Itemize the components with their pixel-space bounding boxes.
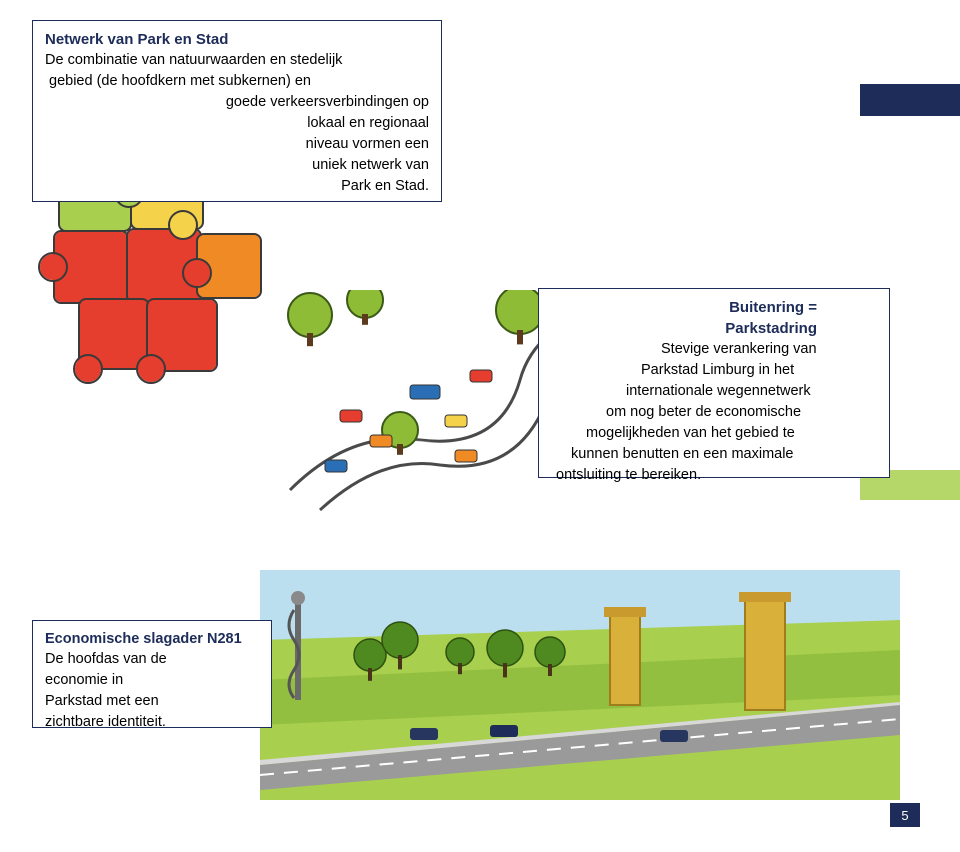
box2-line: ontsluiting te bereiken. — [551, 465, 877, 486]
page: Netwerk van Park en Stad De combinatie v… — [0, 0, 960, 852]
box2-line: om nog beter de economische — [551, 402, 877, 423]
box3-line: De hoofdas van de — [45, 649, 259, 670]
box1-line: niveau vormen een — [45, 134, 429, 155]
page-number: 5 — [890, 803, 920, 827]
box3-line: zichtbare identiteit. — [45, 712, 259, 733]
box2-title2: Parkstadring — [551, 318, 877, 339]
box1-line: goede verkeersverbindingen op — [45, 92, 429, 113]
box3-line: economie in — [45, 670, 259, 691]
highway-illustration — [260, 570, 900, 800]
box2-line: mogelijkheden van het gebied te — [551, 423, 877, 444]
box1-line: uniek netwerk van — [45, 155, 429, 176]
box-netwerk: Netwerk van Park en Stad De combinatie v… — [32, 20, 442, 202]
box1-line: gebied (de hoofdkern met subkernen) en — [45, 71, 429, 92]
box3-line: Parkstad met een — [45, 691, 259, 712]
box2-line: Parkstad Limburg in het — [551, 360, 877, 381]
box2-title1: Buitenring = — [551, 297, 877, 318]
box3-title: Economische slagader N281 — [45, 629, 259, 649]
scene-svg — [260, 570, 900, 800]
box-n281: Economische slagader N281 De hoofdas van… — [32, 620, 272, 728]
box2-line: internationale wegennetwerk — [551, 381, 877, 402]
box1-line: Park en Stad. — [45, 176, 429, 197]
box2-line: kunnen benutten en een maximale — [551, 444, 877, 465]
side-tab-navy — [860, 84, 960, 116]
box1-title: Netwerk van Park en Stad — [45, 29, 429, 50]
box1-line: De combinatie van natuurwaarden en stede… — [45, 50, 429, 71]
box2-line: Stevige verankering van — [551, 339, 877, 360]
box-buitenring: Buitenring = Parkstadring Stevige verank… — [538, 288, 890, 478]
box1-line: lokaal en regionaal — [45, 113, 429, 134]
